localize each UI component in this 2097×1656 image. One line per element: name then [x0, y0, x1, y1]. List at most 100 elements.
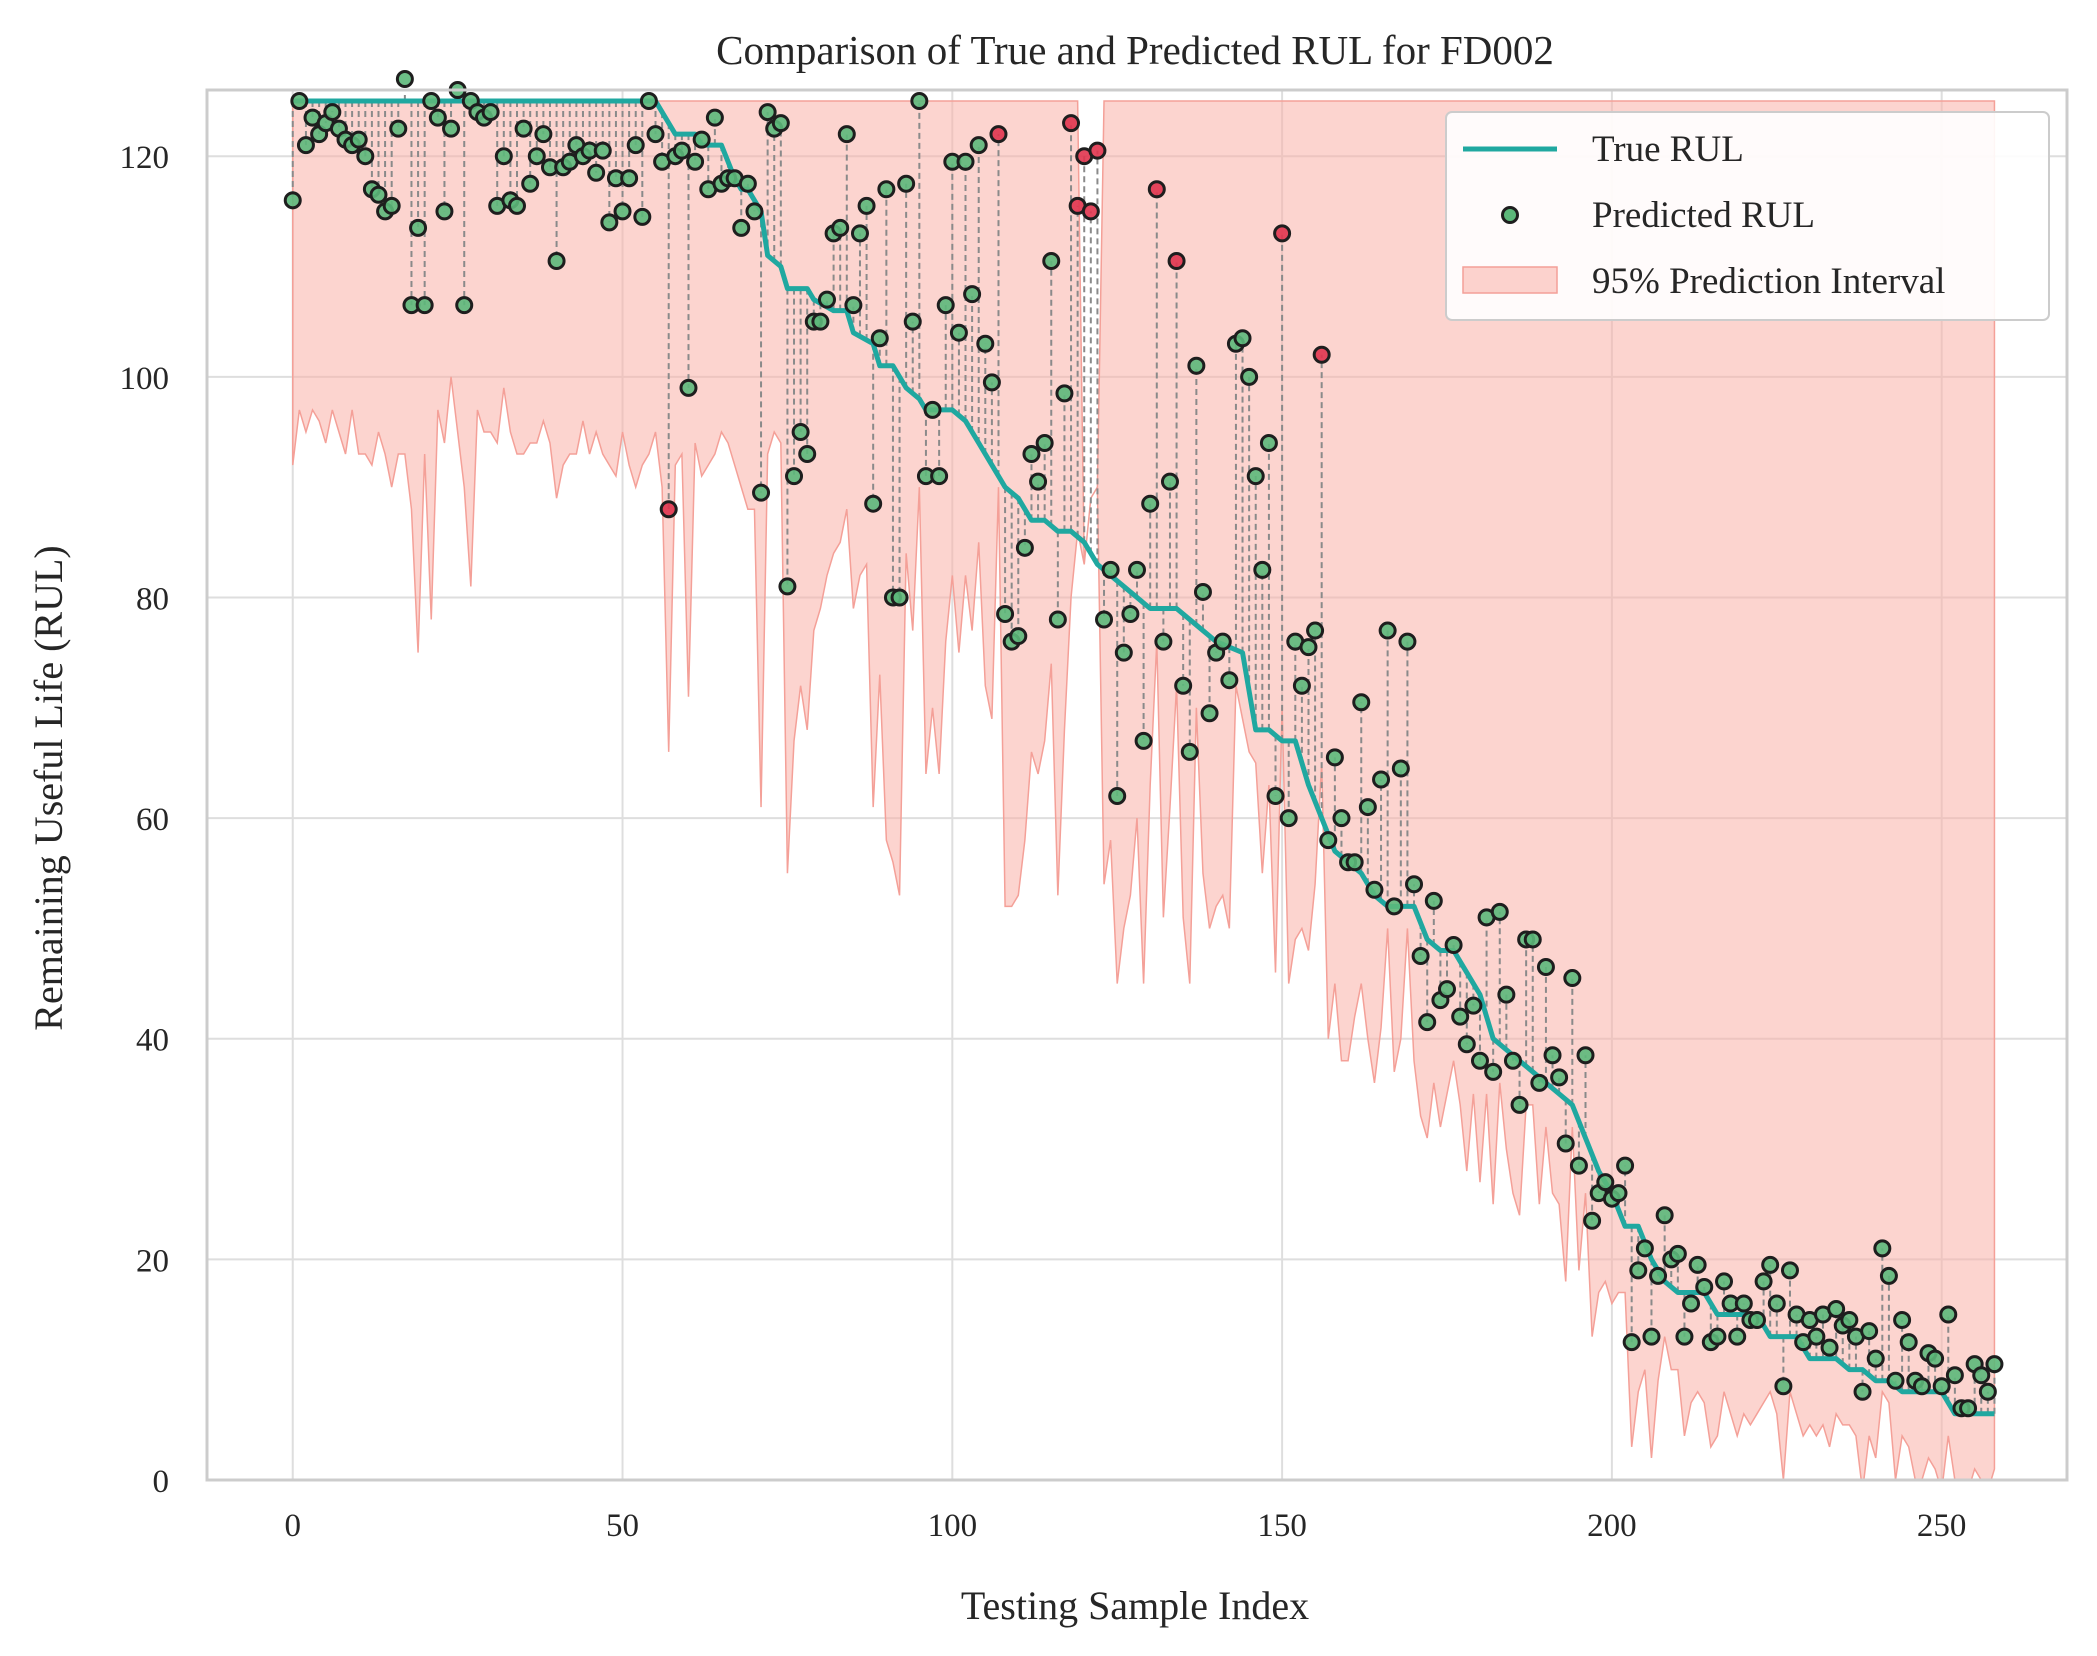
- predicted-point-203: [1622, 1333, 1641, 1352]
- x-tick-label-50: 50: [606, 1508, 639, 1544]
- predicted-point-99: [936, 296, 955, 315]
- predicted-point-183: [1490, 902, 1509, 921]
- y-axis-label: Remaining Useful Life (RUL): [26, 545, 71, 1030]
- legend-predicted-label: Predicted RUL: [1592, 195, 1815, 236]
- predicted-point-83: [831, 218, 850, 237]
- x-tick-label-250: 250: [1917, 1508, 1967, 1544]
- y-tick-label-0: 0: [153, 1464, 170, 1500]
- plot-frame: [205, 88, 2069, 1482]
- predicted-point-224: [1761, 1255, 1780, 1274]
- chart-title: Comparison of True and Predicted RUL for…: [716, 27, 1554, 73]
- predicted-point-169: [1398, 632, 1417, 651]
- predicted-point-53: [633, 207, 652, 226]
- predicted-point-219: [1728, 1327, 1747, 1346]
- predicted-point-258: [1985, 1355, 2004, 1374]
- predicted-point-112: [1022, 445, 1041, 464]
- predicted-point-171: [1411, 946, 1430, 965]
- predicted-point-252: [1945, 1366, 1964, 1385]
- predicted-point-70: [745, 202, 764, 221]
- predicted-point-147: [1253, 560, 1272, 579]
- predicted-point-74: [771, 114, 790, 133]
- predicted-point-89: [870, 329, 889, 348]
- predicted-point-95: [910, 92, 929, 111]
- predicted-point-34: [508, 196, 526, 215]
- y-tick-label-100: 100: [120, 361, 170, 397]
- predicted-point-188: [1523, 930, 1542, 949]
- predicted-point-51: [620, 169, 639, 188]
- predicted-point-202: [1616, 1156, 1635, 1175]
- predicted-point-102: [956, 152, 975, 171]
- predicted-point-17: [395, 69, 414, 88]
- predicted-point-13: [369, 185, 388, 204]
- predicted-point-206: [1642, 1327, 1661, 1346]
- predicted-point-139: [1200, 704, 1219, 723]
- predicted-point-213: [1688, 1255, 1707, 1274]
- predicted-point-52: [626, 136, 645, 155]
- predicted-point-37: [527, 147, 546, 166]
- predicted-point-48: [600, 213, 619, 232]
- predicted-point-138: [1193, 582, 1212, 601]
- predicted-point-24: [442, 119, 461, 138]
- predicted-point-21: [422, 92, 441, 111]
- predicted-point-254: [1959, 1399, 1978, 1418]
- x-tick-label-200: 200: [1587, 1508, 1637, 1544]
- x-tick-label-150: 150: [1257, 1508, 1307, 1544]
- predicted-point-128: [1128, 560, 1146, 579]
- predicted-point-243: [1886, 1371, 1905, 1390]
- predicted-point-35: [514, 119, 533, 138]
- predicted-point-133: [1160, 472, 1179, 491]
- predicted-point-158: [1325, 748, 1344, 767]
- predicted-point-0: [283, 191, 302, 210]
- predicted-point-75: [778, 577, 797, 596]
- legend-interval-swatch: [1462, 266, 1558, 294]
- predicted-point-132: [1154, 632, 1173, 651]
- predicted-point-97: [923, 400, 942, 419]
- legend-predicted-swatch: [1501, 206, 1519, 224]
- predicted-point-123: [1095, 610, 1114, 629]
- predicted-point-122: [1088, 141, 1107, 160]
- predicted-point-108: [996, 605, 1015, 624]
- predicted-point-231: [1807, 1327, 1826, 1346]
- predicted-point-197: [1583, 1211, 1602, 1230]
- predicted-point-211: [1675, 1327, 1694, 1346]
- predicted-point-54: [639, 92, 658, 111]
- predicted-point-186: [1510, 1095, 1529, 1114]
- legend-true-rul-label: True RUL: [1592, 129, 1744, 170]
- predicted-point-59: [672, 141, 691, 160]
- predicted-point-93: [897, 174, 916, 193]
- predicted-point-87: [857, 196, 876, 215]
- predicted-point-170: [1405, 875, 1424, 894]
- predicted-point-185: [1503, 1051, 1522, 1070]
- predicted-point-236: [1840, 1311, 1859, 1330]
- y-tick-label-20: 20: [136, 1243, 169, 1279]
- predicted-point-6: [323, 103, 342, 122]
- predicted-point-223: [1754, 1272, 1773, 1291]
- legend: True RUL Predicted RUL 95% Prediction In…: [1445, 111, 2050, 321]
- predicted-point-204: [1629, 1261, 1648, 1280]
- predicted-point-78: [798, 445, 817, 464]
- legend-interval-label: 95% Prediction Interval: [1592, 261, 1945, 302]
- predicted-point-222: [1748, 1311, 1766, 1330]
- predicted-point-150: [1273, 224, 1292, 243]
- predicted-point-159: [1332, 809, 1351, 828]
- predicted-point-30: [481, 103, 500, 122]
- predicted-point-247: [1912, 1377, 1931, 1396]
- predicted-point-23: [435, 202, 454, 221]
- predicted-point-64: [705, 108, 724, 127]
- x-tick-label-100: 100: [928, 1508, 978, 1544]
- predicted-point-130: [1141, 494, 1160, 513]
- predicted-point-148: [1259, 434, 1278, 453]
- predicted-point-180: [1470, 1051, 1489, 1070]
- predicted-point-141: [1213, 632, 1232, 651]
- predicted-point-117: [1055, 384, 1074, 403]
- predicted-point-131: [1147, 180, 1166, 199]
- predicted-point-207: [1649, 1266, 1668, 1285]
- predicted-point-36: [521, 174, 540, 193]
- predicted-point-76: [785, 467, 804, 486]
- predicted-point-201: [1609, 1184, 1628, 1203]
- predicted-point-57: [659, 500, 678, 519]
- predicted-point-116: [1048, 610, 1067, 629]
- predicted-point-137: [1187, 356, 1206, 375]
- predicted-point-179: [1464, 996, 1483, 1015]
